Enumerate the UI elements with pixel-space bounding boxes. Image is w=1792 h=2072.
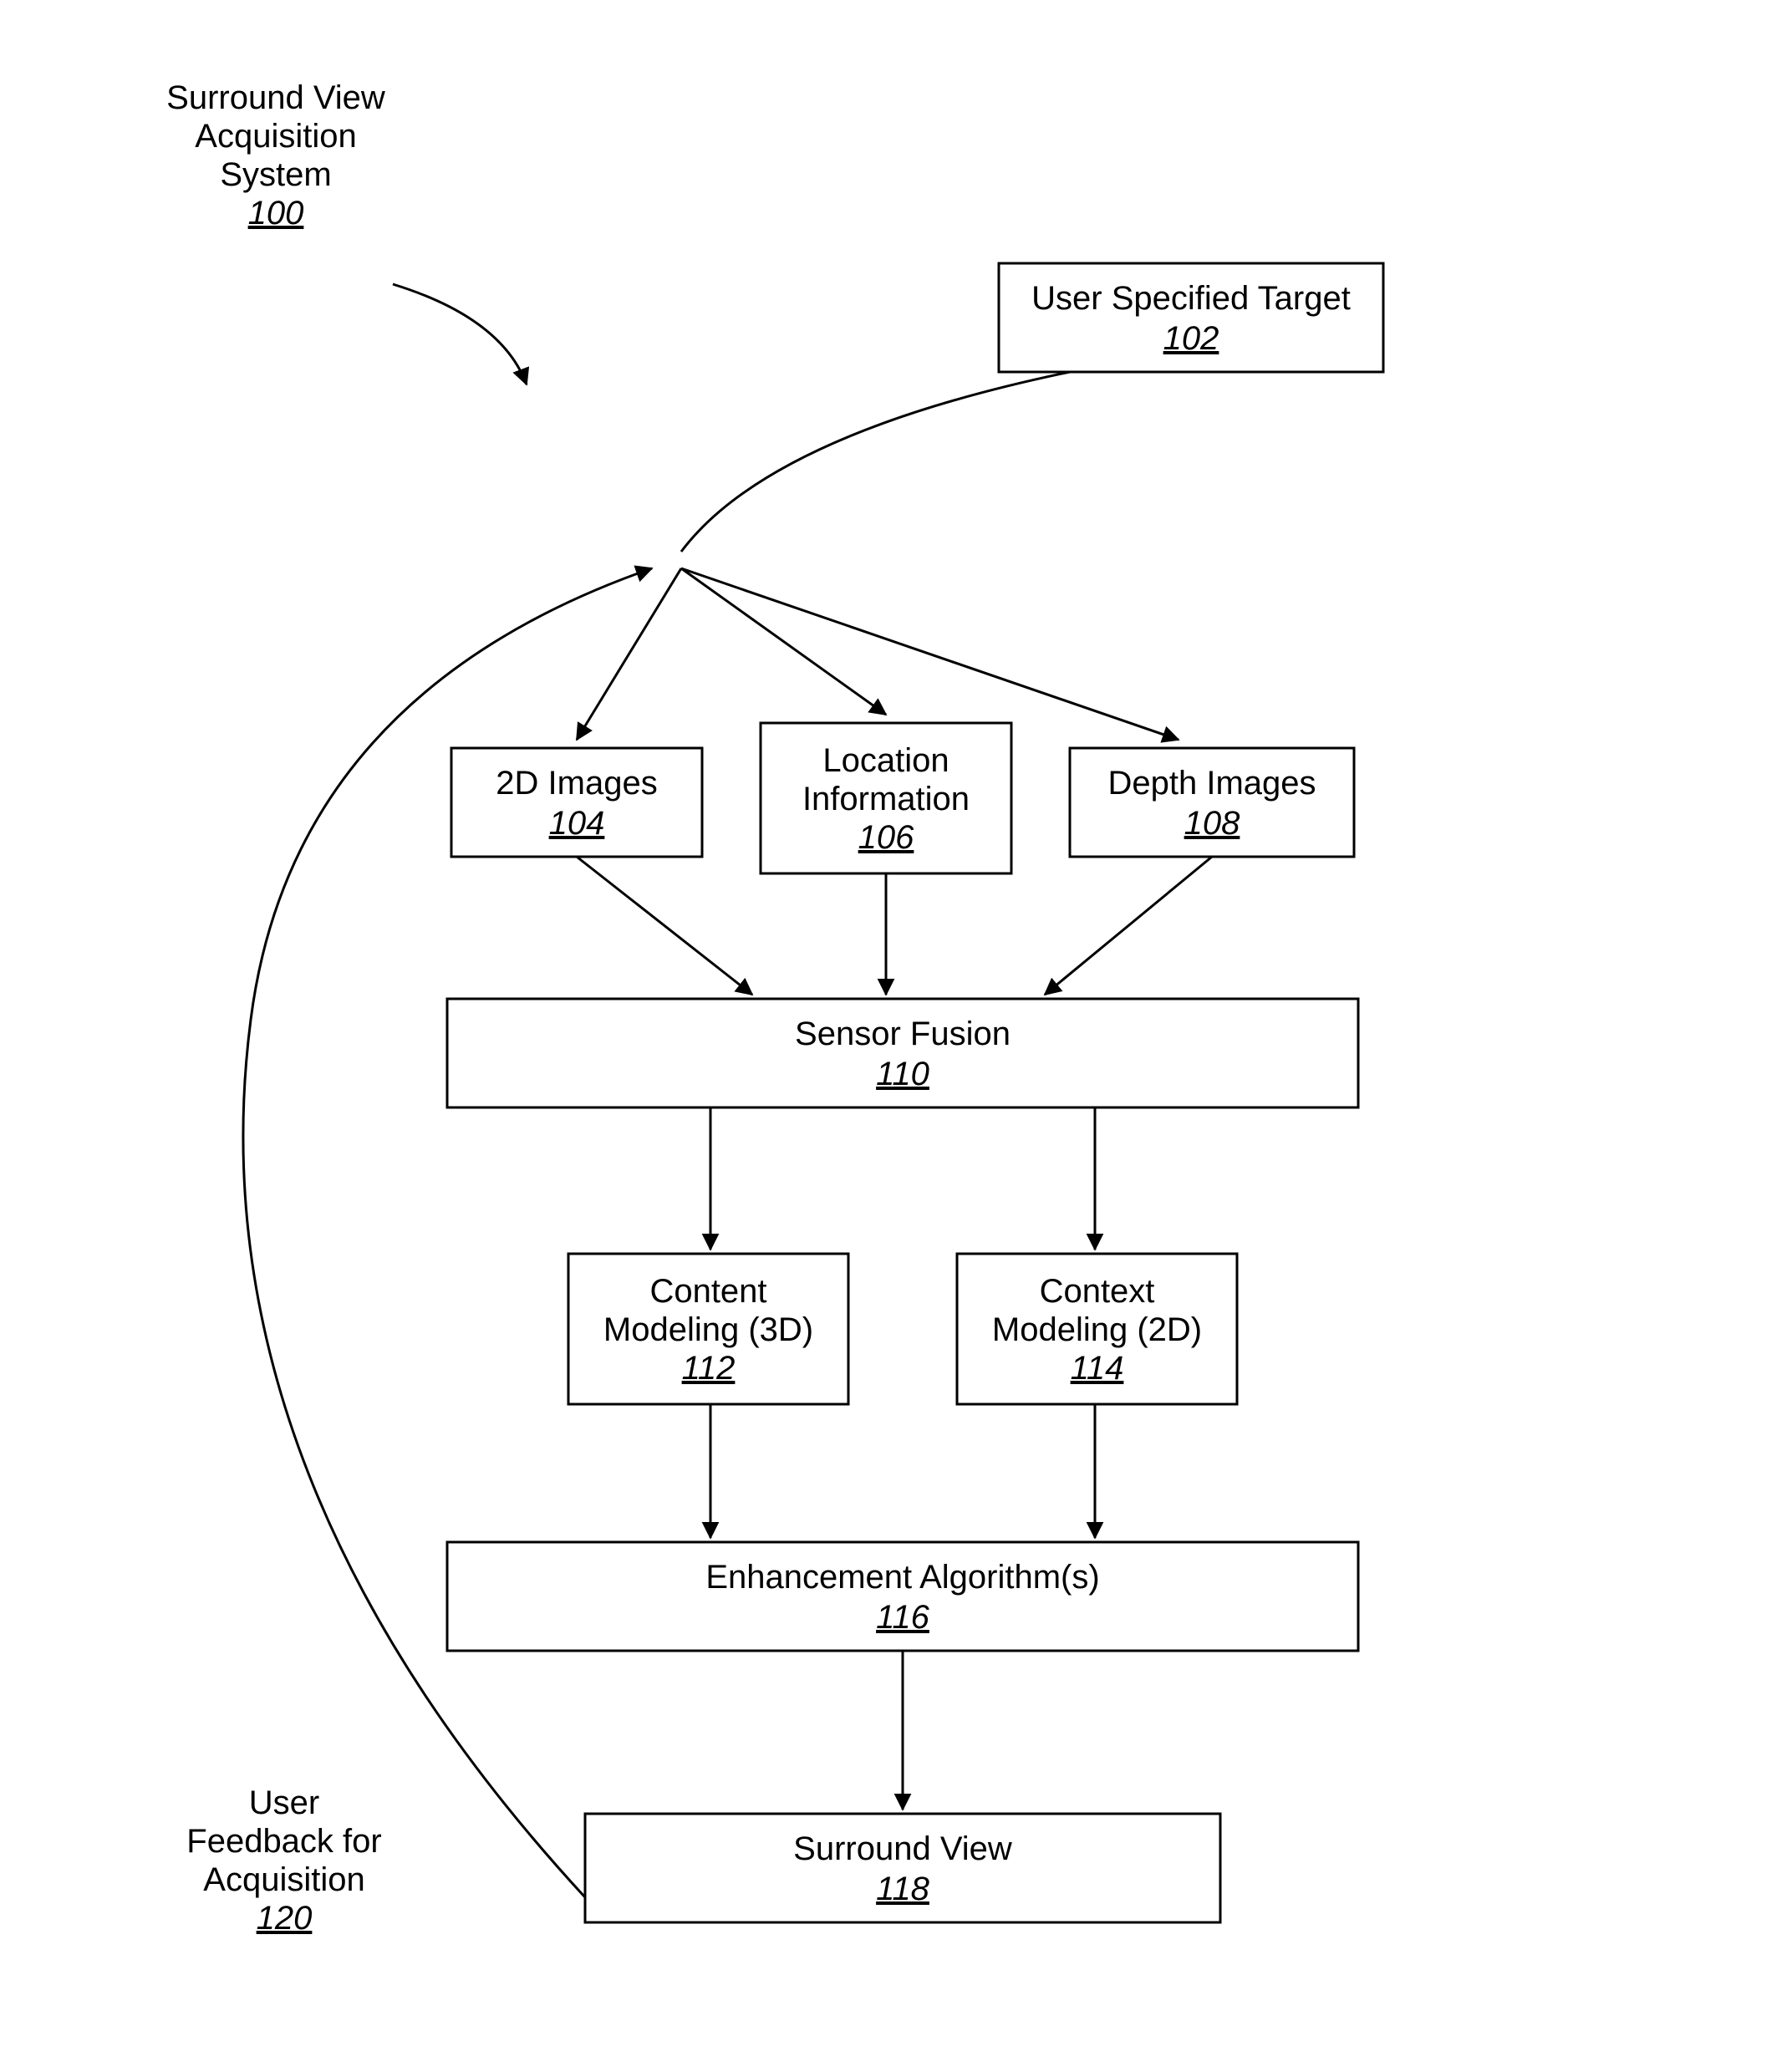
node-user_target-ref: 102 — [1163, 320, 1219, 357]
node-depth-ref: 108 — [1184, 805, 1240, 842]
node-enhance-label: Enhancement Algorithm(s) — [705, 1559, 1099, 1596]
feedback-label: UserFeedback forAcquisition120 — [186, 1784, 381, 1937]
node-context-ref: 114 — [1071, 1350, 1124, 1387]
edge-title-fan — [393, 284, 527, 384]
feedback-label-line-1: Feedback for — [186, 1823, 381, 1860]
edge-images2d-fusion — [577, 857, 752, 995]
feedback-label-ref: 120 — [257, 1900, 313, 1937]
node-images2d-label: 2D Images — [496, 765, 657, 802]
node-context: ContextModeling (2D)114 — [957, 1254, 1237, 1404]
node-images2d: 2D Images104 — [451, 748, 702, 857]
feedback-label-line-0: User — [249, 1784, 319, 1821]
node-enhance-ref: 116 — [876, 1599, 930, 1636]
node-content: ContentModeling (3D)112 — [568, 1254, 848, 1404]
edge-depth-fusion — [1045, 857, 1212, 995]
node-content-label-1: Modeling (3D) — [603, 1311, 813, 1348]
node-context-label-0: Context — [1040, 1273, 1155, 1310]
edge-fan-location — [681, 568, 886, 715]
node-depth-label: Depth Images — [1107, 765, 1316, 802]
diagram-title: Surround ViewAcquisitionSystem100 — [166, 79, 385, 232]
feedback-label-line-2: Acquisition — [203, 1861, 364, 1898]
node-fusion: Sensor Fusion 110 — [447, 999, 1358, 1107]
node-enhance: Enhancement Algorithm(s)116 — [447, 1542, 1358, 1651]
node-location-ref: 106 — [858, 819, 914, 856]
node-images2d-ref: 104 — [549, 805, 605, 842]
edge-user_target-fan — [681, 372, 1070, 552]
edge-fan-depth — [681, 568, 1179, 740]
node-location-label-0: Location — [822, 742, 949, 779]
node-context-label-1: Modeling (2D) — [992, 1311, 1202, 1348]
node-fusion-ref: 110 — [876, 1056, 929, 1092]
node-location: LocationInformation106 — [761, 723, 1011, 873]
diagram-title-line-1: Acquisition — [195, 118, 356, 155]
node-surround: Surround View 118 — [585, 1814, 1220, 1922]
node-depth: Depth Images108 — [1070, 748, 1354, 857]
node-content-ref: 112 — [682, 1350, 736, 1387]
node-user_target-label: User Specified Target — [1031, 280, 1351, 317]
node-user_target: User Specified Target102 — [999, 263, 1383, 372]
diagram-title-ref: 100 — [248, 195, 304, 232]
edge-fan-images2d — [577, 568, 681, 740]
node-location-label-1: Information — [802, 781, 970, 817]
node-surround-label: Surround View — [793, 1830, 1012, 1867]
nodes: User Specified Target102 2D Images104 Loca… — [447, 263, 1383, 1922]
diagram-title-line-2: System — [220, 156, 331, 193]
node-surround-ref: 118 — [876, 1871, 930, 1907]
node-content-label-0: Content — [649, 1273, 766, 1310]
node-fusion-label: Sensor Fusion — [795, 1016, 1011, 1052]
diagram-title-line-0: Surround View — [166, 79, 385, 116]
